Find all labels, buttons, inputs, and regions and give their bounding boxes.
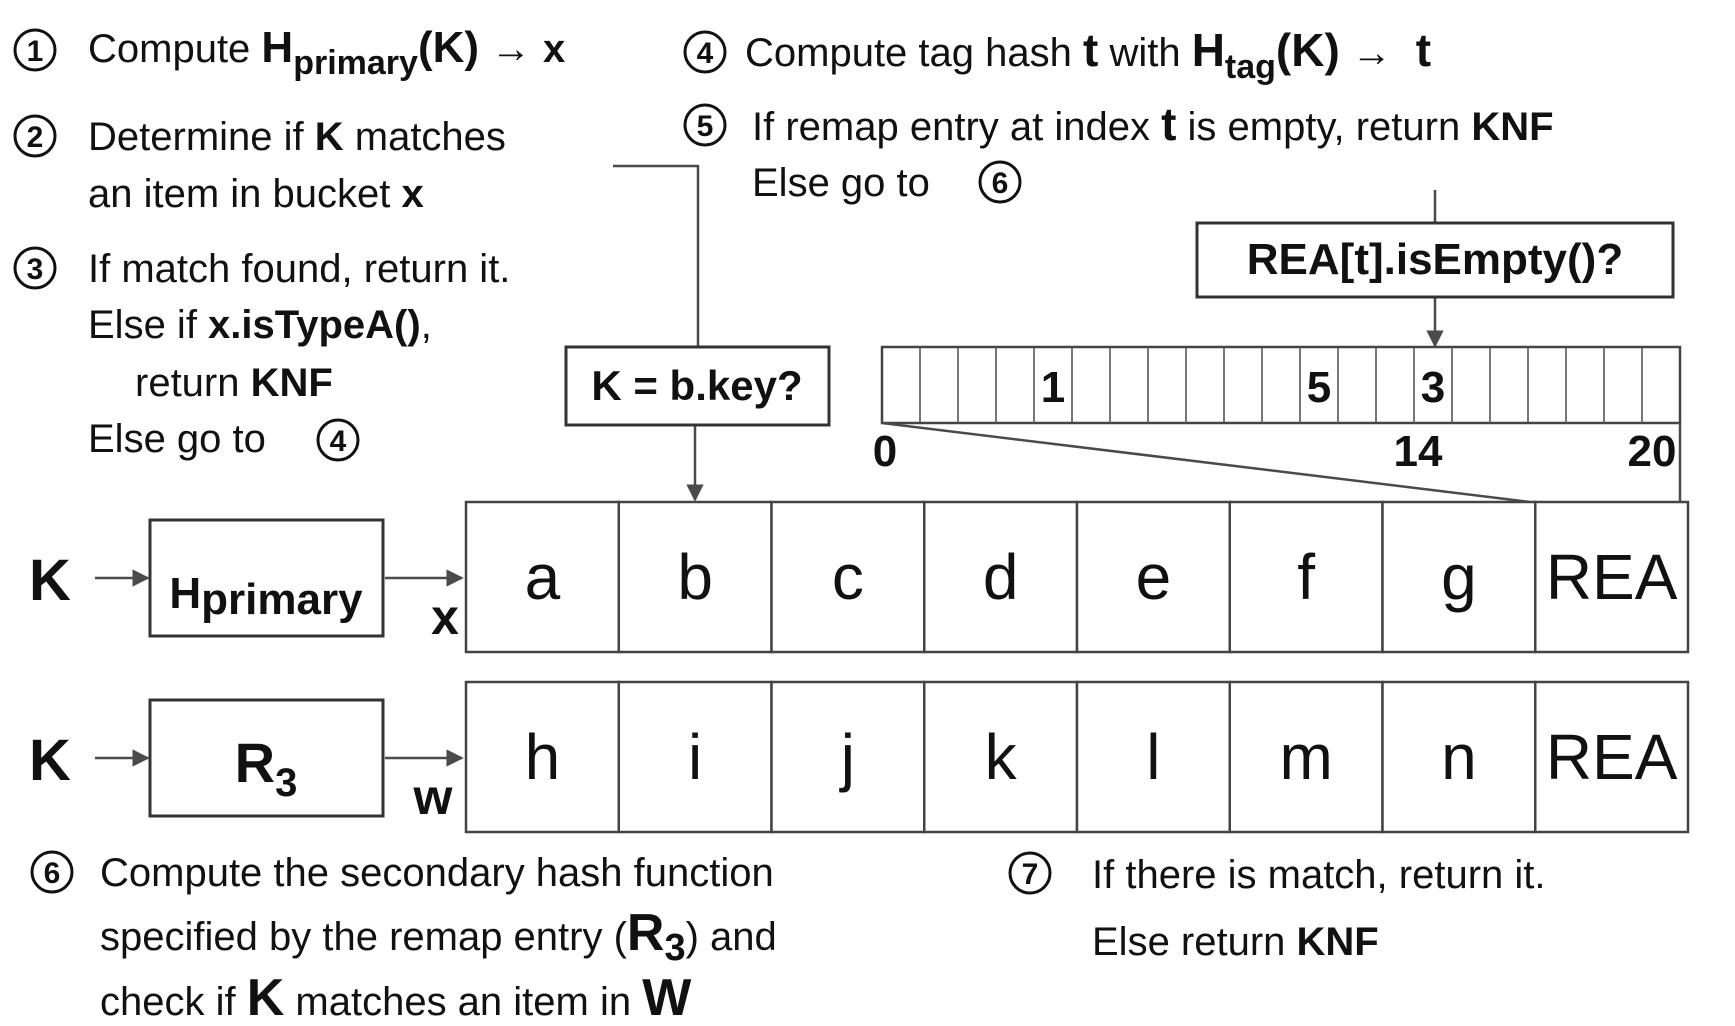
- step-6: 6 Compute the secondary hash function sp…: [30, 850, 777, 1026]
- remap-entry-array: 1 5 3: [880, 345, 1682, 425]
- step-2-number-circle: [13, 114, 57, 158]
- step-7-line-2: Else return KNF: [1092, 920, 1379, 964]
- bucket-slot-label: f: [1297, 541, 1315, 613]
- step-4: 4 Compute tag hash t with Htag(K) → t: [683, 24, 1431, 86]
- bucket-slot-label: k: [985, 721, 1018, 793]
- step-7-number: 7: [1022, 858, 1039, 891]
- bucket-slot-label: m: [1279, 721, 1332, 793]
- step-1-number-circle: [13, 28, 57, 72]
- key-check-box: K = b.key?: [564, 345, 831, 427]
- step-5-line-1: If remap entry at index t is empty, retu…: [752, 98, 1554, 150]
- step-3-goto-circle: [316, 418, 360, 462]
- bucket-slot: [1381, 680, 1537, 834]
- bucket-slot-label: REA: [1546, 541, 1678, 613]
- rea-array-axis: 0 14 20: [873, 427, 1677, 476]
- step-6-number: 6: [44, 857, 61, 890]
- rea-axis-label-end: 20: [1628, 427, 1677, 476]
- step-3-number: 3: [27, 253, 44, 286]
- step-1-text: Compute Hprimary(K) → x: [88, 23, 565, 82]
- rea-check-box: REA[t].isEmpty()?: [1195, 221, 1675, 299]
- step-2-line-1: Determine if K matches: [88, 115, 506, 159]
- step-3-goto-number: 4: [330, 425, 347, 458]
- step-3-number-circle: [13, 246, 57, 290]
- bucket-slot: [617, 500, 773, 654]
- step-6-line-2: specified by the remap entry (R3) and: [100, 904, 777, 969]
- secondary-row: K R3 w h i j k l m n REA: [29, 680, 1690, 834]
- step-5-goto-circle: [978, 160, 1022, 204]
- step-4-text: Compute tag hash t with Htag(K) → t: [745, 24, 1431, 86]
- rea-slot-value: 1: [1041, 363, 1065, 412]
- bucket-slot: [1534, 500, 1690, 654]
- bucket-slot: [1534, 680, 1690, 834]
- bucket-slot: [923, 500, 1079, 654]
- step-7-line-1: If there is match, return it.: [1092, 853, 1546, 897]
- primary-bucket: a b c d e f g REA: [464, 500, 1690, 654]
- rea-slot-value: 5: [1307, 363, 1331, 412]
- bucket-slot-label: c: [832, 541, 864, 613]
- hprimary-label: Hprimary: [169, 569, 363, 624]
- rea-check-label: REA[t].isEmpty()?: [1247, 235, 1623, 284]
- step-4-number: 4: [697, 37, 714, 70]
- connector-step2-to-check: [613, 164, 700, 347]
- step-5: 5 If remap entry at index t is empty, re…: [683, 98, 1554, 205]
- step-7: 7 If there is match, return it. Else ret…: [1008, 851, 1546, 964]
- step-3-line-1: If match found, return it.: [88, 247, 510, 291]
- key-check-frame: [564, 345, 831, 427]
- step-6-line-1: Compute the secondary hash function: [100, 851, 774, 895]
- input-key-2: K: [29, 728, 71, 793]
- bucket-slot-label: e: [1136, 541, 1172, 613]
- bucket-slot-label: g: [1441, 541, 1477, 613]
- bucket-slot-label: j: [839, 721, 855, 793]
- bucket-slot-label: a: [525, 541, 561, 613]
- step-3: 3 If match found, return it. Else if x.i…: [13, 246, 510, 462]
- bucket-slot-label: REA: [1546, 721, 1678, 793]
- bucket-slot: [1228, 680, 1384, 834]
- step-4-number-circle: [683, 30, 727, 74]
- rea-array-frame: [880, 345, 1682, 425]
- step-3-line-4: Else go to: [88, 417, 266, 461]
- secondary-bucket: h i j k l m n REA: [464, 680, 1690, 834]
- step-5-line-2: Else go to: [752, 161, 930, 205]
- step-2-line-2: an item in bucket x: [88, 172, 424, 216]
- rea-axis-label-mid: 14: [1394, 427, 1443, 476]
- bucket-w-label: w: [413, 769, 453, 825]
- bucket-slot-label: h: [525, 721, 561, 793]
- bucket-slot: [464, 500, 620, 654]
- bucket-slot-label: i: [688, 721, 702, 793]
- primary-row: K Hprimary x a b c d e f g REA: [29, 500, 1690, 654]
- step-6-number-circle: [30, 850, 74, 894]
- r3-box: [148, 698, 385, 818]
- step-3-line-2: Else if x.isTypeA(),: [88, 303, 432, 347]
- hprimary-box: [148, 518, 385, 638]
- step-5-number: 5: [697, 110, 714, 143]
- step-6-line-3: check if K matches an item in W: [100, 969, 692, 1026]
- key-check-label: K = b.key?: [591, 362, 802, 409]
- step-7-number-circle: [1008, 851, 1052, 895]
- bucket-slot-label: b: [677, 541, 713, 613]
- zoom-line-left: [881, 421, 1531, 504]
- step-1: 1 Compute Hprimary(K) → x: [13, 23, 565, 82]
- bucket-x-label: x: [431, 589, 459, 645]
- bucket-slot: [1075, 680, 1231, 834]
- step-2-number: 2: [27, 121, 44, 154]
- bucket-slot: [1381, 500, 1537, 654]
- step-2: 2 Determine if K matches an item in buck…: [13, 114, 506, 216]
- bucket-slot-label: l: [1146, 721, 1160, 793]
- input-key-1: K: [29, 548, 71, 613]
- rea-slot-value: 3: [1421, 363, 1445, 412]
- step-1-number: 1: [27, 35, 44, 68]
- bucket-slot: [464, 680, 620, 834]
- rea-axis-label-start: 0: [873, 427, 897, 476]
- step-3-line-3: return KNF: [135, 361, 333, 405]
- step-5-goto-number: 6: [992, 167, 1009, 200]
- r3-label: R3: [235, 731, 298, 805]
- bucket-slot: [923, 680, 1079, 834]
- bucket-slot-label: d: [983, 541, 1019, 613]
- step-5-number-circle: [683, 103, 727, 147]
- bucket-slot: [770, 500, 926, 654]
- bucket-slot-label: n: [1441, 721, 1477, 793]
- bucket-slot: [770, 680, 926, 834]
- rea-check-frame: [1195, 221, 1675, 299]
